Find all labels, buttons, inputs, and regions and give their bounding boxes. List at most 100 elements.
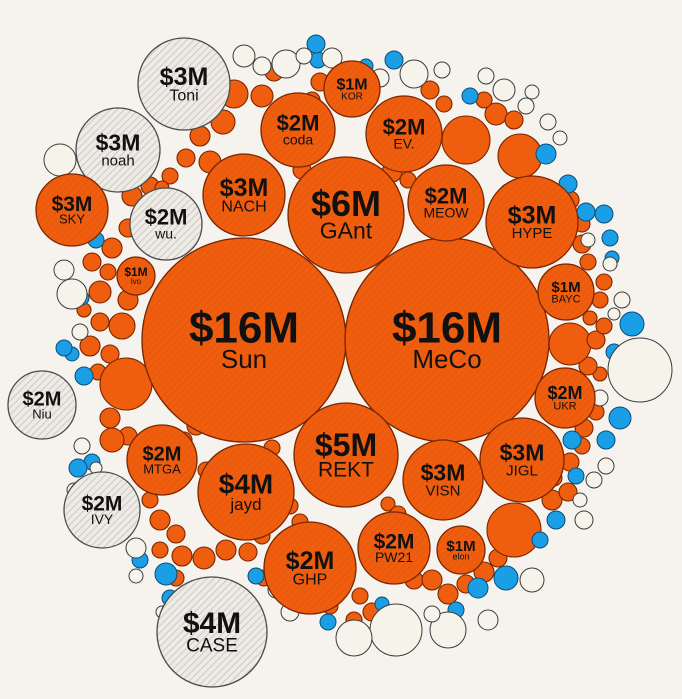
- small-orange-bubble: [99, 427, 125, 453]
- bubble-name-label: REKT: [318, 458, 374, 481]
- bubble-name-label: IVY: [91, 511, 114, 527]
- bubble-amount-label: $2M: [23, 389, 62, 411]
- bubble-name-label: NACH: [221, 198, 266, 215]
- bubble-name-label: wu.: [154, 225, 177, 241]
- small-orange-bubble: [579, 253, 597, 271]
- small-cream-bubble: [572, 492, 588, 508]
- bubble-name-label: noah: [101, 152, 134, 169]
- bubble-circle: [357, 511, 431, 585]
- small-orange-bubble: [176, 148, 196, 168]
- bubble-amount-label: $3M: [421, 460, 466, 486]
- labeled-bubbles: $16MSun$16MMeCo$6MGAnt$5MREKT$4Mjayd$4MC…: [7, 37, 596, 688]
- bubble-amount-label: $2M: [374, 530, 415, 553]
- bubble-circle: [63, 471, 141, 549]
- small-cream-bubble: [607, 337, 673, 403]
- small-orange-bubble: [421, 569, 443, 591]
- bubble-name-label: GHP: [293, 571, 328, 588]
- bubble-circle: [293, 402, 399, 508]
- small-orange-bubble: [420, 80, 440, 100]
- small-orange-bubble: [486, 502, 542, 558]
- small-orange-bubble: [441, 115, 491, 165]
- small-orange-bubble: [582, 310, 598, 326]
- bubble-name-label: CASE: [186, 636, 238, 657]
- bubble-name-label: elon: [452, 552, 469, 562]
- small-orange-bubble: [79, 335, 101, 357]
- small-orange-bubble: [578, 356, 598, 376]
- bubble-circle: [537, 263, 595, 321]
- bubble-name-label: UKR: [553, 401, 576, 413]
- bubble-circle: [479, 417, 565, 503]
- small-blue-bubble: [596, 430, 616, 450]
- small-cream-bubble: [53, 259, 75, 281]
- small-orange-bubble: [595, 273, 613, 291]
- small-cream-bubble: [477, 609, 499, 631]
- small-cream-bubble: [597, 457, 615, 475]
- small-orange-bubble: [435, 95, 453, 113]
- bubble-name-label: EV.: [393, 135, 414, 151]
- bubble-amount-label: $3M: [96, 130, 141, 156]
- small-orange-bubble: [250, 84, 274, 108]
- bubble-amount-label: $1M: [551, 279, 580, 296]
- bubble-name-label: ivo: [131, 277, 142, 286]
- small-cream-bubble: [492, 78, 516, 102]
- small-cream-bubble: [580, 232, 596, 248]
- bubble-amount-label: $2M: [425, 184, 468, 209]
- bubble-name-label: jayd: [229, 495, 261, 514]
- bubble-circle: [407, 164, 485, 242]
- small-orange-bubble: [548, 322, 592, 366]
- bubble-circle: [323, 60, 381, 118]
- small-blue-bubble: [154, 562, 178, 586]
- small-cream-bubble: [423, 605, 441, 623]
- small-blue-bubble: [546, 510, 566, 530]
- small-cream-bubble: [71, 323, 89, 341]
- bubble-name-label: MEOW: [423, 204, 469, 220]
- small-orange-bubble: [586, 330, 606, 350]
- small-cream-bubble: [252, 56, 272, 76]
- bubble-amount-label: $2M: [547, 383, 582, 403]
- small-orange-bubble: [149, 509, 171, 531]
- small-blue-bubble: [576, 202, 596, 222]
- bubble-name-label: SKY: [59, 212, 85, 227]
- small-blue-bubble: [601, 229, 619, 247]
- small-blue-bubble: [619, 311, 645, 337]
- bubble-name-label: GAnt: [320, 218, 373, 244]
- bubble-name-label: PW21: [375, 549, 413, 565]
- small-cream-bubble: [335, 619, 373, 657]
- bubble-amount-label: $5M: [315, 427, 377, 463]
- small-orange-bubble: [101, 237, 123, 259]
- small-blue-bubble: [608, 406, 632, 430]
- bubble-amount-label: $2M: [82, 492, 123, 515]
- bubble-circle: [436, 525, 486, 575]
- bubble-amount-label: $4M: [219, 468, 273, 499]
- small-cream-bubble: [128, 568, 144, 584]
- small-blue-bubble: [319, 613, 337, 631]
- bubble-circle: [75, 107, 161, 193]
- small-orange-bubble: [82, 252, 102, 272]
- small-orange-bubble: [99, 263, 117, 281]
- small-orange-bubble: [192, 546, 216, 570]
- small-orange-bubble: [475, 91, 493, 109]
- bubble-circle: [156, 576, 268, 688]
- bubble-amount-label: $6M: [311, 183, 381, 224]
- bubble-amount-label: $16M: [392, 303, 502, 352]
- small-orange-bubble: [90, 312, 110, 332]
- small-blue-bubble: [306, 34, 326, 54]
- small-blue-bubble: [562, 430, 582, 450]
- bubble-name-label: KOR: [341, 91, 363, 102]
- small-orange-bubble: [171, 545, 193, 567]
- small-blue-bubble: [467, 577, 489, 599]
- bubble-amount-label: $2M: [145, 205, 188, 230]
